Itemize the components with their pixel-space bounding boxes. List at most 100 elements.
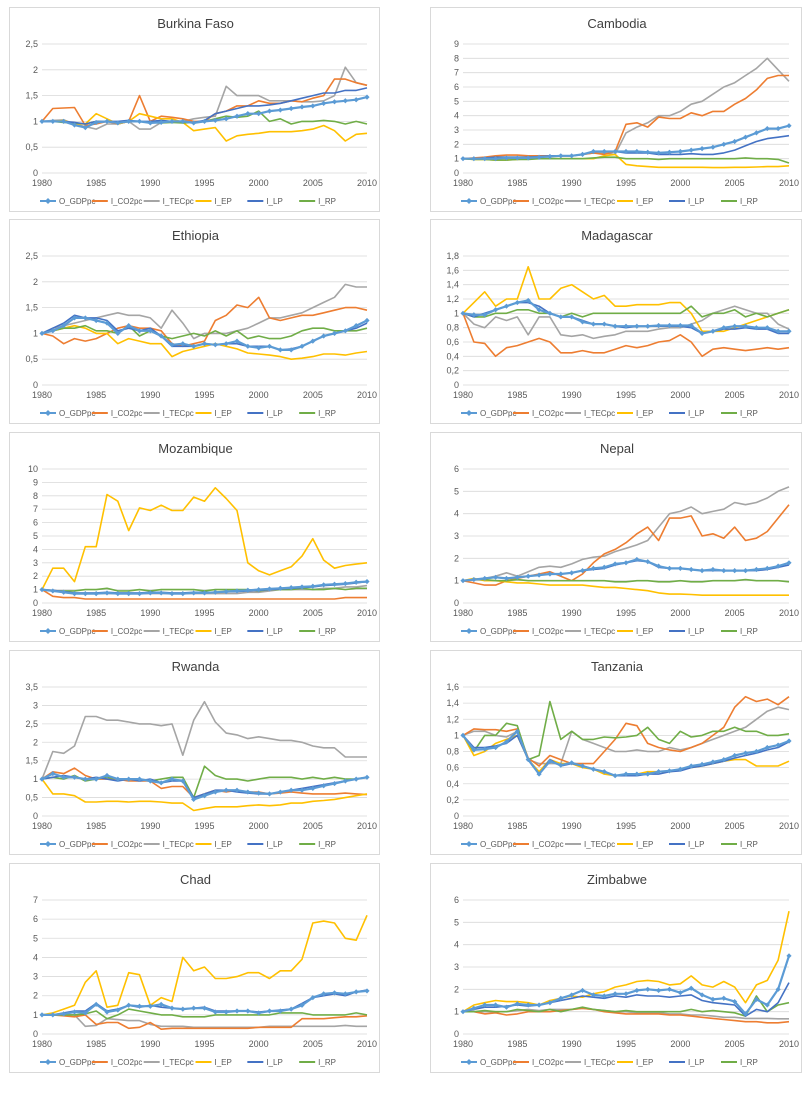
legend-label: I_RP [318,840,336,849]
chart-svg: Mozambique 0 1 2 3 4 5 6 7 8 9 10 1980 1985 1990 1995 20… [28,441,377,636]
y-tick-label: 7 [33,895,38,905]
y-tick-label: 5 [33,933,38,943]
legend-label: I_TECpc [163,840,194,849]
data-point [169,591,175,597]
data-point [710,566,716,573]
x-tick-label: 2005 [725,178,745,188]
x-tick-label: 1980 [32,608,52,618]
data-point [364,988,370,994]
data-point [234,588,240,594]
legend-label: O_GDPpc [480,1058,516,1067]
x-tick-label: 2010 [779,821,799,831]
data-point [601,769,607,775]
legend-label: I_TECpc [163,197,194,206]
y-tick-label: 2 [454,553,459,563]
data-point [245,111,251,117]
y-tick-label: 1 [33,585,38,595]
x-tick-label: 1990 [562,608,582,618]
data-point [471,576,477,583]
legend-label: I_RP [740,409,758,418]
data-point [61,118,67,124]
x-tick-label: 1995 [616,608,636,618]
chart-title: Mozambique [158,441,232,456]
data-point [656,322,662,329]
data-point [191,120,197,126]
data-point [104,118,110,124]
y-tick-label: 2 [33,737,38,747]
legend-label: I_TECpc [163,627,194,636]
y-tick-label: 0 [33,598,38,608]
data-point [699,146,705,152]
legend-label: I_CO2pc [111,197,143,206]
legend-label: O_GDPpc [59,840,95,849]
data-point [212,342,218,348]
x-tick-label: 1985 [86,390,106,400]
data-point [342,98,348,104]
chart-panel-chad: Chad 0 1 2 3 4 5 6 7 1980 1985 1990 1995 2000 2005 2010… [9,863,380,1073]
data-point [353,97,359,103]
data-point [223,589,229,595]
data-point [39,1012,45,1018]
data-point [288,105,294,112]
data-point [277,789,283,795]
data-point [699,761,705,767]
x-tick-label: 2005 [725,608,745,618]
legend-label: I_LP [266,409,282,418]
data-point [223,787,229,793]
y-tick-label: 2 [454,984,459,994]
data-point [677,148,683,155]
legend-label: I_LP [688,840,704,849]
legend-label: O_GDPpc [59,409,95,418]
data-point [364,774,370,780]
legend-label: I_CO2pc [532,197,564,206]
data-point [775,125,781,132]
data-point [753,325,759,331]
data-point [277,1008,283,1014]
legend-label: I_RP [318,197,336,206]
legend-label: I_EP [215,627,232,636]
data-point [126,591,132,597]
x-tick-label: 1985 [86,608,106,618]
data-point [732,752,738,759]
data-point [321,100,327,106]
series-line-i-rp [41,765,368,799]
y-tick-label: 9 [33,477,38,487]
x-tick-label: 2005 [725,821,745,831]
y-tick-label: 8 [454,53,459,63]
legend-marker [466,1059,472,1065]
data-point [753,748,759,755]
data-point [136,328,143,334]
data-point [158,780,164,786]
data-point [482,746,488,752]
series-line-i-tecpc [41,700,367,780]
data-point [623,323,629,329]
data-point [688,763,694,769]
data-point [223,116,229,122]
data-point [710,144,716,150]
y-tick-label: 3 [454,962,459,972]
data-point [786,328,792,334]
legend-label: I_CO2pc [111,1058,143,1067]
chart-svg: Nepal 0 1 2 3 4 5 6 1980 1985 1990 1995 2000 2005 2010… [453,441,799,636]
data-point [93,591,99,597]
data-point [342,778,348,784]
legend-label: I_EP [636,409,653,418]
data-point [212,1009,218,1015]
data-point [721,568,727,574]
data-point [699,330,705,336]
data-point [115,120,121,126]
series-line-i-tecpc [463,57,790,160]
y-tick-label: 7 [33,504,38,514]
x-tick-label: 1980 [453,821,473,831]
legend-marker [45,628,51,634]
y-tick-label: 2 [33,991,38,1001]
legend-label: I_LP [688,627,704,636]
data-point [39,118,45,124]
x-tick-label: 1980 [32,390,52,400]
chart-panel-mozambique: Mozambique 0 1 2 3 4 5 6 7 8 9 10 1980 1985 1990 1995 20… [9,432,380,642]
y-tick-label: 0 [33,811,38,821]
y-tick-label: 5 [454,917,459,927]
legend-label: I_CO2pc [532,409,564,418]
series-line-o-gdppc [42,989,368,1016]
x-tick-label: 2010 [357,178,377,188]
